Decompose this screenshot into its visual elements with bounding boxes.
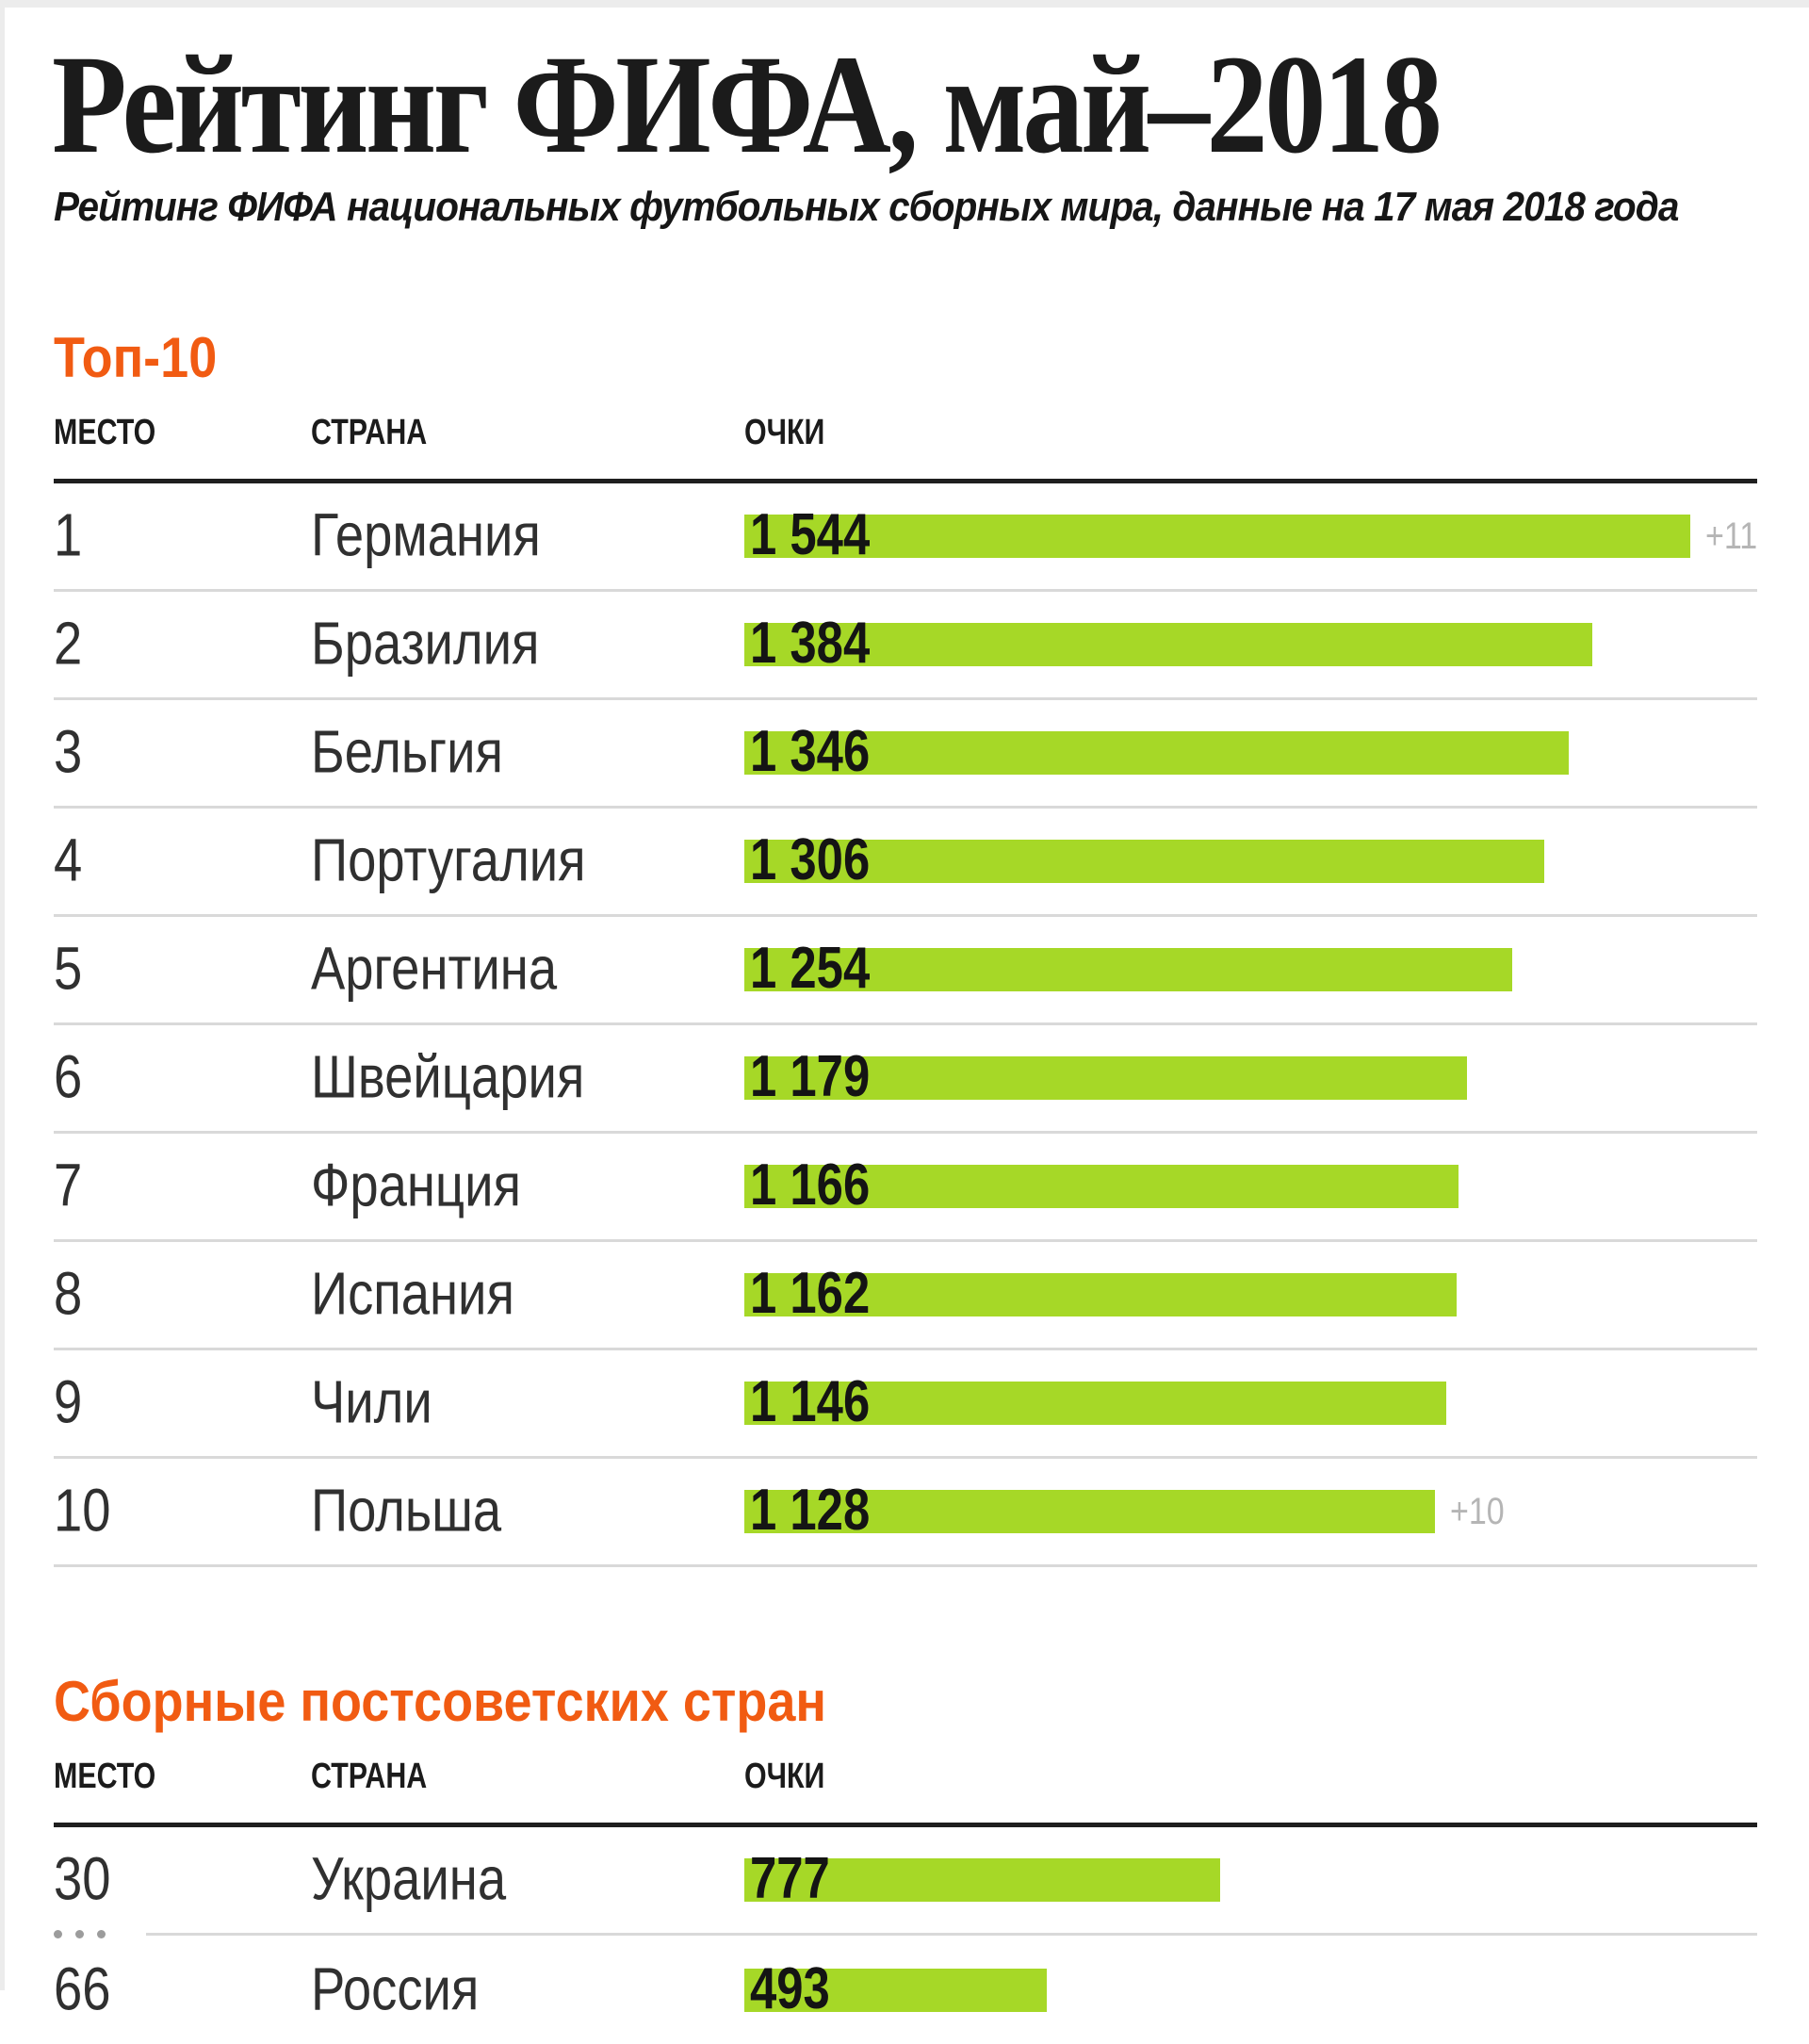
- table-row-place-10: 10 Польша +10 1 128: [54, 1459, 1757, 1567]
- section-top10-heading: Топ-10: [54, 326, 218, 389]
- table-row-place-1: 1 Германия +11 1 544: [54, 483, 1757, 592]
- table-row-place-4: 4 Португалия 1 306: [54, 809, 1757, 917]
- table-row-place-9: 9 Чили 1 146: [54, 1350, 1757, 1459]
- country-cell: Испания: [311, 1259, 514, 1328]
- rank-change-label: +11: [1705, 515, 1758, 557]
- points-value-label: 1 128: [750, 1477, 871, 1543]
- points-value-label: 1 346: [750, 718, 871, 784]
- points-bar: [744, 515, 1690, 558]
- place-cell: 10: [54, 1476, 111, 1545]
- points-value-label: 1 179: [750, 1043, 871, 1109]
- country-cell: Россия: [311, 1954, 480, 2023]
- place-cell: 30: [54, 1844, 111, 1913]
- points-cell: 1 146: [744, 1372, 1757, 1431]
- points-cell: +11 1 544: [744, 505, 1758, 564]
- column-header-points: ОЧКИ: [744, 1757, 825, 1796]
- points-value-label: 1 544: [750, 501, 871, 567]
- rank-change-label: +10: [1450, 1491, 1505, 1532]
- country-cell: Швейцария: [311, 1042, 585, 1111]
- country-cell: Франция: [311, 1151, 521, 1219]
- table-row-place-7: 7 Франция 1 166: [54, 1134, 1757, 1242]
- country-cell: Польша: [311, 1476, 502, 1545]
- points-cell: 1 162: [744, 1264, 1757, 1322]
- points-bar: [744, 1273, 1457, 1316]
- country-cell: Аргентина: [311, 934, 558, 1003]
- column-header-country: СТРАНА: [311, 413, 428, 452]
- section-top10: Топ-10 МЕСТО СТРАНА ОЧКИ 1 Германия +11 1 5…: [54, 330, 1757, 1567]
- place-cell: 3: [54, 717, 83, 786]
- points-bar: [744, 1858, 1220, 1902]
- country-cell: Германия: [311, 500, 541, 569]
- points-bar: [744, 1490, 1435, 1533]
- column-header-place: МЕСТО: [54, 1757, 156, 1796]
- points-bar: [744, 948, 1512, 991]
- points-value-label: 1 162: [750, 1260, 871, 1326]
- points-bar: [744, 623, 1592, 666]
- place-cell: 66: [54, 1954, 111, 2023]
- place-cell: 6: [54, 1042, 83, 1111]
- ellipsis-dot: [54, 1930, 62, 1938]
- points-bar: [744, 1056, 1467, 1100]
- points-value-label: 1 146: [750, 1368, 871, 1434]
- column-header-points: ОЧКИ: [744, 413, 825, 452]
- points-value-label: 1 384: [750, 610, 871, 676]
- points-value-label: 1 306: [750, 826, 871, 892]
- column-header-country: СТРАНА: [311, 1757, 428, 1796]
- points-cell: 1 346: [744, 722, 1757, 780]
- post-soviet-table: 30 Украина 777 66 Россия 493: [54, 1823, 1757, 2044]
- place-cell: 7: [54, 1151, 83, 1219]
- page-left-border: [0, 0, 5, 1990]
- place-cell: 4: [54, 826, 83, 894]
- place-cell: 9: [54, 1367, 83, 1436]
- country-cell: Чили: [311, 1367, 432, 1436]
- country-cell: Украина: [311, 1844, 507, 1913]
- points-value-label: 777: [750, 1845, 830, 1911]
- country-cell: Португалия: [311, 826, 586, 894]
- skipped-rows-ellipsis-divider: [54, 1930, 1757, 1938]
- place-cell: 2: [54, 609, 83, 678]
- points-value-label: 1 254: [750, 935, 871, 1001]
- points-cell: 1 306: [744, 830, 1757, 889]
- top10-table-header: МЕСТО СТРАНА ОЧКИ: [54, 415, 1757, 450]
- top10-table: 1 Германия +11 1 544 2 Бразилия 1 384 3 Бельгия 1…: [54, 479, 1757, 1567]
- divider-line: [146, 1933, 1757, 1936]
- country-cell: Бельгия: [311, 717, 503, 786]
- place-cell: 8: [54, 1259, 83, 1328]
- points-cell: +10 1 128: [744, 1480, 1757, 1539]
- points-bar: [744, 731, 1569, 775]
- page-subtitle: Рейтинг ФИФА национальных футбольных сбо…: [54, 184, 1679, 230]
- section-post-soviet-heading: Сборные постсоветских стран: [54, 1670, 826, 1733]
- points-cell: 777: [744, 1849, 1757, 1907]
- points-value-label: 1 166: [750, 1152, 871, 1218]
- page-top-border: [0, 0, 1809, 8]
- table-row-place-30: 30 Украина 777: [54, 1827, 1757, 1933]
- table-row-place-6: 6 Швейцария 1 179: [54, 1025, 1757, 1134]
- place-cell: 5: [54, 934, 83, 1003]
- place-cell: 1: [54, 500, 83, 569]
- ellipsis-dot: [97, 1930, 106, 1938]
- points-value-label: 493: [750, 1955, 830, 2021]
- country-cell: Бразилия: [311, 609, 540, 678]
- page-title: Рейтинг ФИФА, май–2018: [52, 26, 1442, 183]
- points-cell: 1 179: [744, 1047, 1757, 1105]
- ellipsis-dot: [75, 1930, 84, 1938]
- points-cell: 1 384: [744, 613, 1757, 672]
- points-cell: 1 166: [744, 1155, 1757, 1214]
- points-bar: [744, 840, 1544, 883]
- table-row-place-8: 8 Испания 1 162: [54, 1242, 1757, 1350]
- table-row-place-2: 2 Бразилия 1 384: [54, 592, 1757, 700]
- points-cell: 1 254: [744, 939, 1757, 997]
- points-bar: [744, 1382, 1446, 1425]
- points-bar: [744, 1165, 1459, 1208]
- column-header-place: МЕСТО: [54, 413, 156, 452]
- table-row-place-5: 5 Аргентина 1 254: [54, 917, 1757, 1025]
- post-soviet-table-header: МЕСТО СТРАНА ОЧКИ: [54, 1758, 1757, 1794]
- section-post-soviet: Сборные постсоветских стран МЕСТО СТРАНА…: [54, 1674, 1757, 2044]
- table-row-place-3: 3 Бельгия 1 346: [54, 700, 1757, 809]
